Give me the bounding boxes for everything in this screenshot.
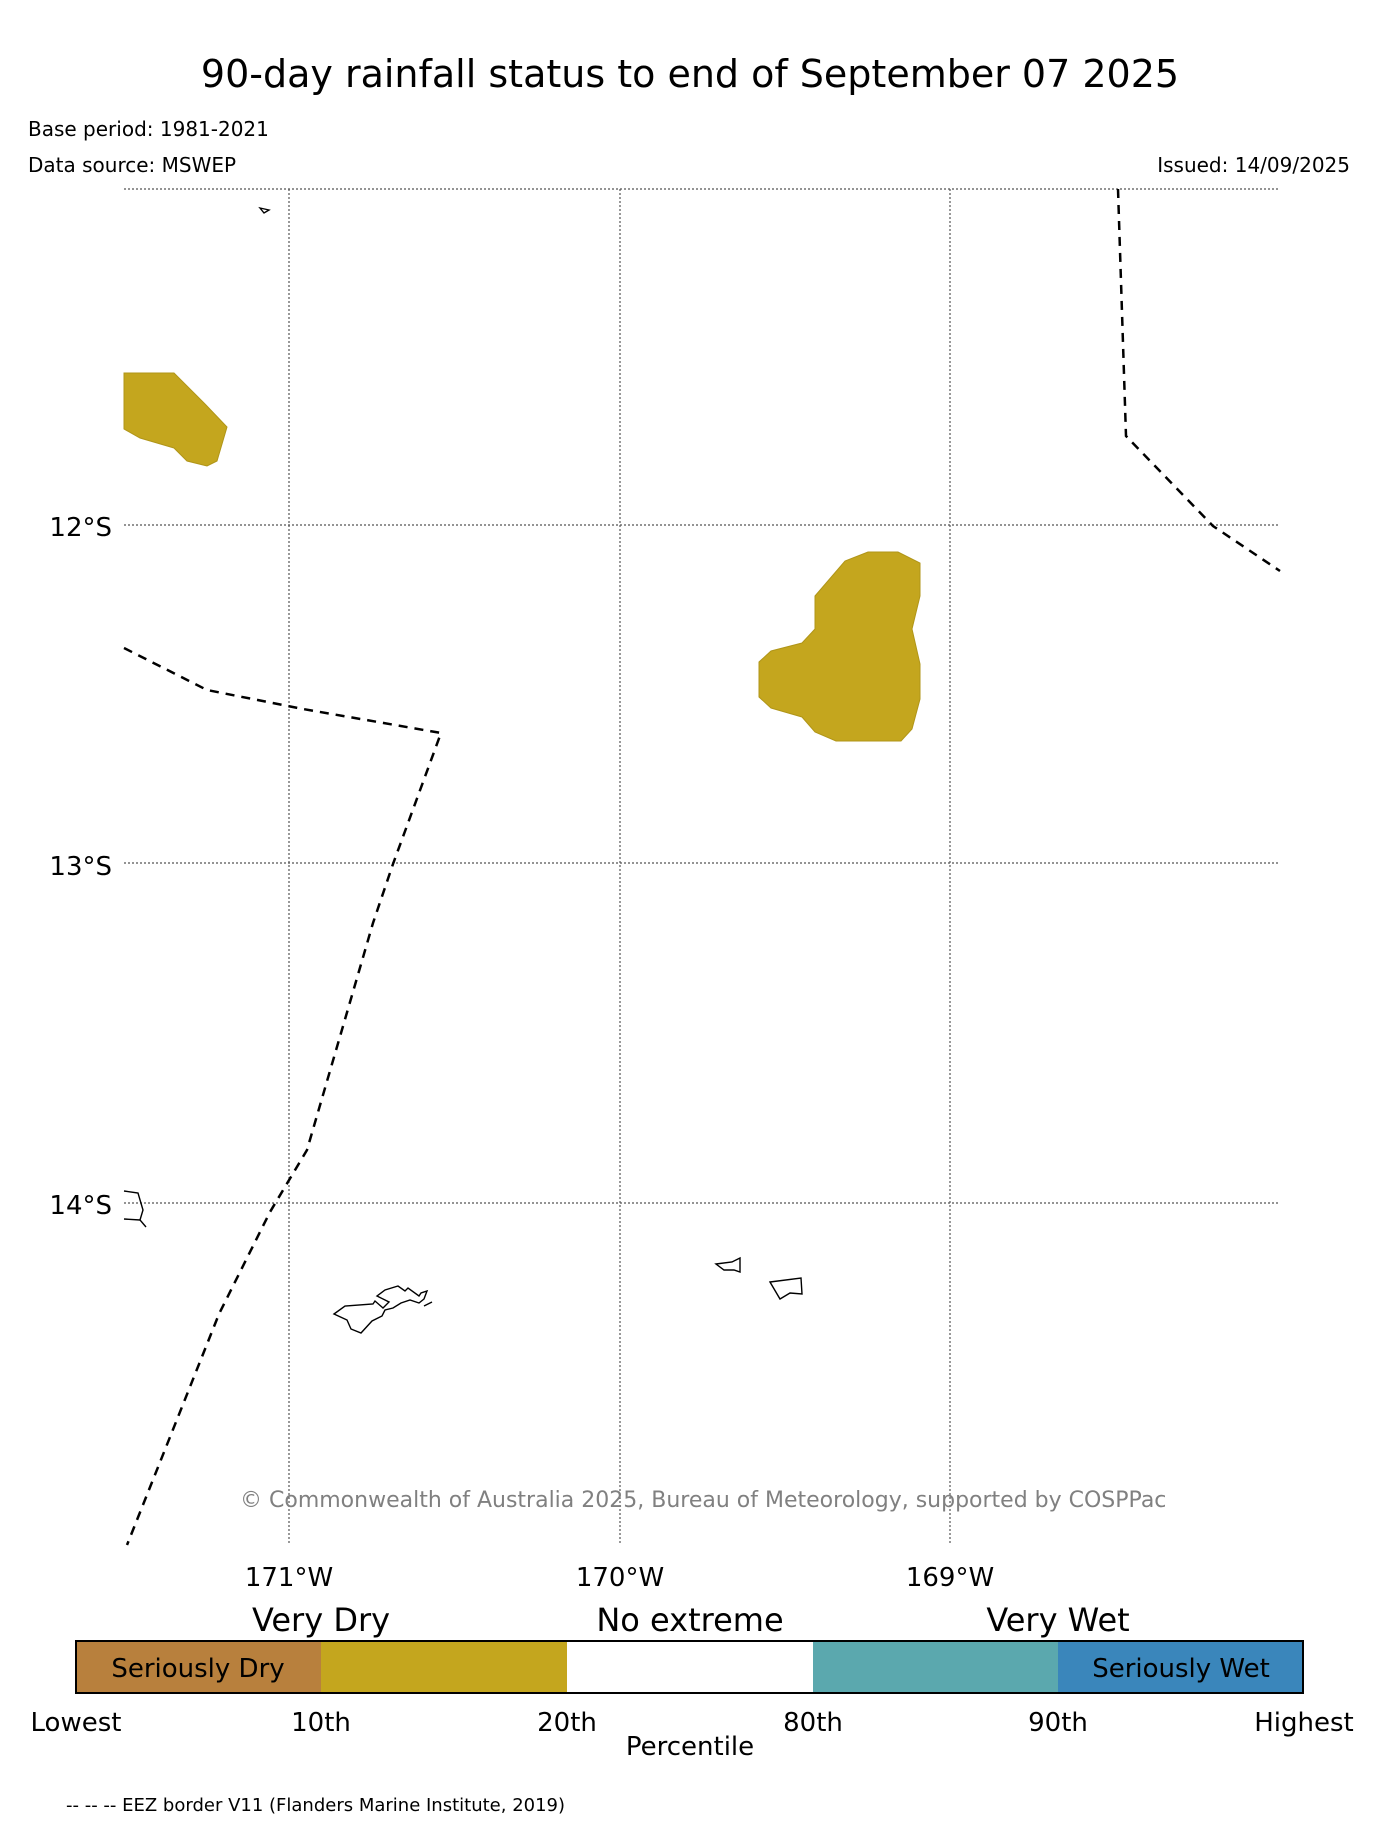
legend-segment-very-wet [813,1640,1058,1694]
eez-border-note: -- -- -- EEZ border V11 (Flanders Marine… [66,1795,566,1816]
legend-label-seriously-dry: Seriously Dry [111,1654,285,1684]
legend-tick-highest: Highest [1254,1708,1354,1738]
islands [123,206,803,1334]
legend-segment-seriously-wet [1058,1640,1304,1694]
lon-label-170w: 170°W [576,1563,664,1593]
island-coast-west-lower [123,1218,141,1221]
legend-tick-20th: 20th [537,1708,597,1738]
lat-label-12s: 12°S [49,513,112,543]
lon-label-171w: 171°W [245,1563,333,1593]
legend-segment-seriously-dry [75,1640,321,1694]
island-tutuila [332,1285,429,1334]
data-source: Data source: MSWEP [28,153,237,177]
island-aunuu [423,1301,433,1307]
base-period: Base period: 1981-2021 [28,117,269,141]
eez-border-east [1116,188,1281,573]
island-coast-west [123,1190,147,1228]
legend-segment-very-dry [321,1640,567,1694]
legend-label-seriously-wet: Seriously Wet [1092,1654,1270,1684]
gridlines [124,188,1280,1545]
island-tiny-north [258,206,271,214]
lat-label-14s: 14°S [49,1191,112,1221]
dry-region-east [758,551,921,742]
lat-label-13s: 13°S [49,852,112,882]
eez-border-west [123,646,443,1546]
island-ofu-olosega [714,1256,741,1273]
legend-category-very-dry: Very Dry [252,1601,390,1639]
legend-tick-lowest: Lowest [31,1708,122,1738]
legend-category-very-wet: Very Wet [986,1601,1129,1639]
eez-border [123,188,1281,1546]
legend-tick-10th: 10th [291,1708,351,1738]
copyright-notice: © Commonwealth of Australia 2025, Bureau… [240,1488,1167,1513]
lon-label-169w: 169°W [906,1563,994,1593]
legend-segment-no-extreme [567,1640,813,1694]
legend-axis-label: Percentile [625,1732,755,1762]
legend-tick-80th: 80th [783,1708,843,1738]
issued-date: Issued: 14/09/2025 [1157,153,1350,177]
island-tau [768,1277,803,1300]
dry-region-northwest [123,372,228,467]
legend-tick-90th: 90th [1028,1708,1088,1738]
legend-category-no-extreme: No extreme [596,1601,783,1639]
legend-bar-outline [75,1640,1304,1694]
map-title: 90-day rainfall status to end of Septemb… [200,52,1180,96]
